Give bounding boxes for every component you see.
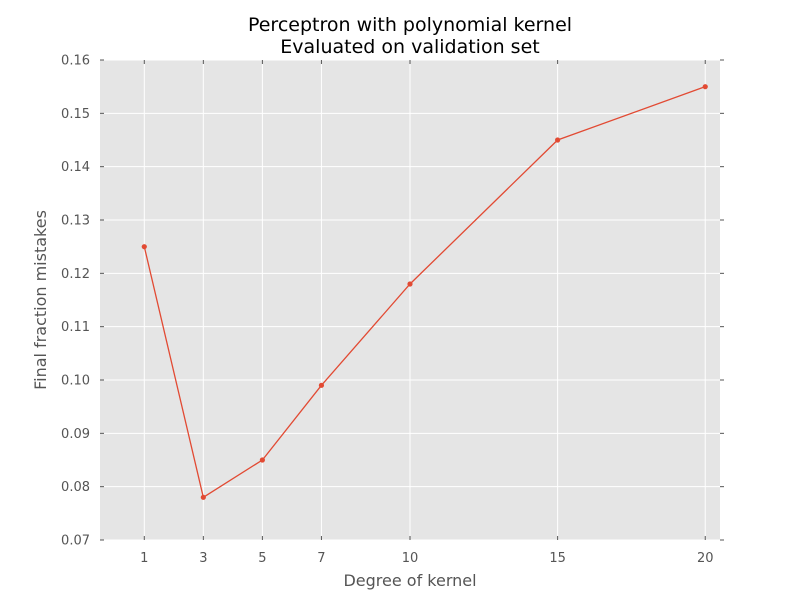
x-tick-label: 7 [317, 551, 325, 566]
data-point [555, 137, 561, 143]
data-point [141, 244, 147, 250]
x-tick-label: 20 [697, 551, 714, 566]
chart-title: Perceptron with polynomial kernel [248, 14, 572, 36]
y-tick-label: 0.11 [61, 320, 90, 335]
data-point [702, 84, 708, 90]
y-tick-label: 0.10 [61, 374, 90, 389]
x-tick-label: 1 [140, 551, 148, 566]
y-axis-label: Final fraction mistakes [31, 210, 50, 390]
x-tick-label: 15 [549, 551, 566, 566]
y-tick-label: 0.14 [61, 160, 90, 175]
x-axis-label: Degree of kernel [343, 571, 476, 590]
y-tick-label: 0.12 [61, 267, 90, 282]
y-tick-label: 0.13 [61, 214, 90, 229]
data-point [318, 382, 325, 388]
x-tick-label: 10 [402, 551, 419, 566]
y-tick-label: 0.15 [61, 107, 90, 122]
y-tick-label: 0.08 [61, 480, 90, 495]
y-tick-label: 0.09 [61, 427, 90, 442]
series-layer [141, 84, 708, 500]
y-tick-label: 0.16 [61, 54, 90, 69]
y-tick-label: 0.07 [61, 534, 90, 549]
chart-subtitle: Evaluated on validation set [280, 36, 539, 58]
data-point [259, 457, 265, 463]
data-point [407, 281, 413, 287]
axis-ticks: 1 3 5 7 10 15 20 0.07 0.08 0.09 0.10 0.11 0.12 0.13 0.… [61, 54, 724, 566]
x-tick-label: 5 [258, 551, 266, 566]
data-point [200, 494, 206, 500]
x-tick-label: 3 [199, 551, 207, 566]
